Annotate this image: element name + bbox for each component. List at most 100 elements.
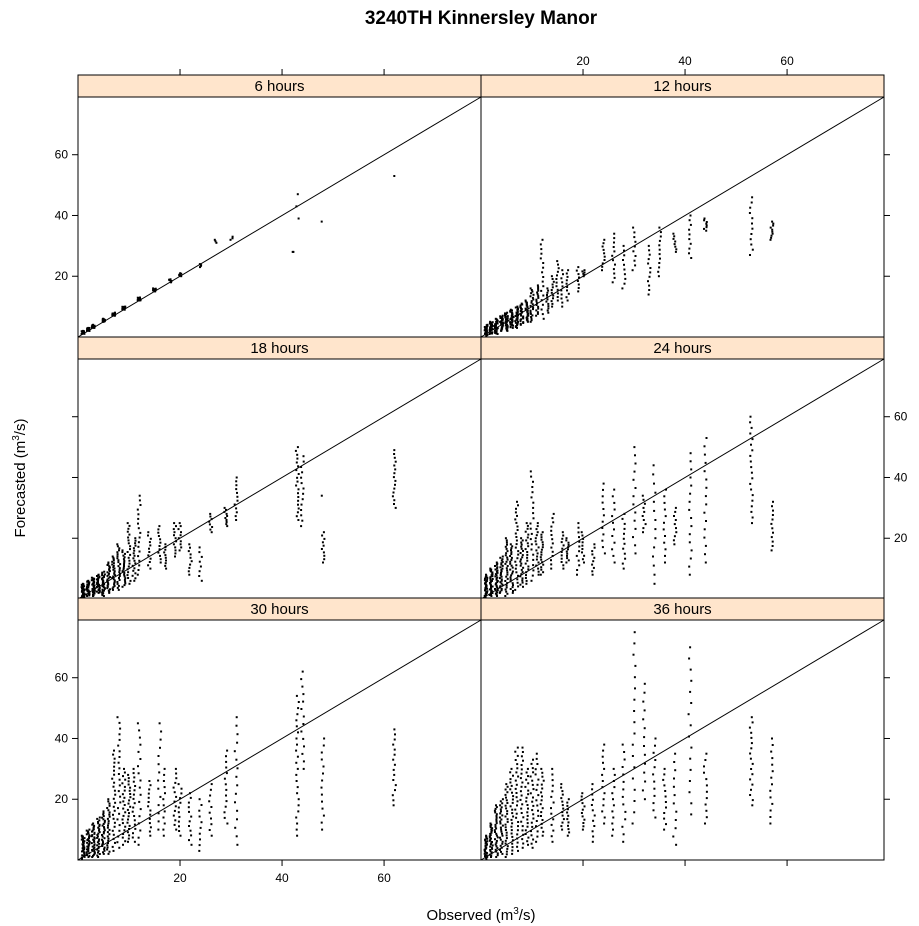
data-point — [522, 321, 525, 324]
data-point — [489, 845, 492, 848]
data-point — [493, 829, 496, 832]
data-point — [750, 201, 753, 204]
data-point — [541, 313, 544, 316]
data-point — [116, 553, 119, 556]
data-point — [128, 582, 131, 585]
data-point — [483, 594, 486, 597]
data-point — [209, 788, 212, 791]
data-point — [163, 773, 166, 776]
data-point — [751, 804, 754, 807]
data-point — [108, 828, 111, 831]
data-point — [501, 842, 504, 845]
data-point — [673, 543, 676, 546]
data-point — [164, 546, 167, 548]
data-point — [234, 826, 237, 829]
data-point — [578, 276, 580, 279]
data-point — [128, 824, 131, 827]
data-point — [550, 529, 553, 532]
data-point — [93, 836, 96, 839]
data-point — [633, 766, 636, 769]
data-point — [601, 546, 604, 549]
data-point — [577, 283, 580, 286]
data-point — [178, 522, 181, 525]
data-point — [631, 743, 634, 746]
data-point — [486, 578, 489, 581]
data-point — [488, 588, 491, 591]
data-point — [103, 570, 106, 573]
data-point — [642, 519, 645, 521]
data-point — [106, 835, 109, 838]
data-point — [522, 842, 525, 845]
data-point — [622, 833, 625, 836]
data-point — [525, 800, 528, 803]
data-point — [532, 788, 535, 791]
data-point — [112, 568, 115, 571]
data-point — [643, 745, 645, 747]
data-point — [512, 590, 514, 592]
data-point — [621, 795, 624, 798]
data-point — [132, 569, 135, 572]
data-point — [520, 785, 523, 788]
data-point — [111, 555, 114, 558]
data-point — [157, 551, 160, 554]
data-point — [505, 834, 508, 837]
data-point — [117, 790, 120, 793]
data-point — [495, 585, 498, 588]
data-point — [526, 556, 529, 559]
data-point — [164, 543, 167, 546]
data-point — [520, 541, 523, 544]
x-tick-label: 20 — [576, 54, 590, 68]
data-point — [112, 575, 115, 578]
data-point — [647, 262, 650, 265]
data-point — [532, 569, 535, 572]
data-point — [97, 822, 100, 825]
points — [80, 670, 397, 860]
data-point — [113, 789, 116, 792]
data-point — [532, 564, 535, 567]
data-point — [532, 804, 535, 807]
data-point — [504, 537, 507, 540]
data-point — [106, 817, 109, 820]
data-point — [652, 500, 655, 503]
data-point — [535, 558, 538, 561]
data-point — [602, 248, 605, 251]
data-point — [643, 510, 646, 513]
data-point — [129, 545, 132, 548]
data-point — [391, 794, 394, 797]
data-point — [108, 567, 111, 570]
data-point — [547, 305, 550, 308]
data-point — [498, 816, 501, 819]
data-point — [149, 784, 152, 787]
data-point — [529, 522, 532, 525]
data-point — [530, 762, 533, 765]
data-point — [557, 263, 559, 266]
data-point — [491, 592, 494, 595]
data-point — [504, 595, 507, 597]
data-point — [509, 555, 512, 557]
data-point — [302, 767, 305, 770]
data-point — [576, 280, 579, 282]
data-point — [303, 745, 305, 748]
data-point — [633, 788, 636, 791]
data-point — [689, 460, 692, 463]
data-point — [103, 826, 105, 829]
data-point — [91, 578, 94, 581]
data-point — [532, 813, 535, 816]
reference-line — [77, 358, 482, 600]
data-point — [152, 287, 155, 290]
data-point — [663, 521, 665, 524]
data-point — [612, 804, 615, 807]
data-point — [199, 826, 202, 829]
data-point — [689, 557, 692, 560]
data-point — [179, 834, 182, 837]
x-tick-label: 40 — [275, 871, 289, 885]
data-point — [129, 553, 132, 556]
data-point — [121, 782, 124, 785]
data-point — [541, 795, 543, 798]
data-point — [560, 277, 563, 280]
data-point — [149, 537, 152, 540]
data-point — [138, 559, 141, 562]
data-point — [490, 823, 493, 826]
data-point — [535, 757, 538, 760]
data-point — [520, 794, 523, 797]
